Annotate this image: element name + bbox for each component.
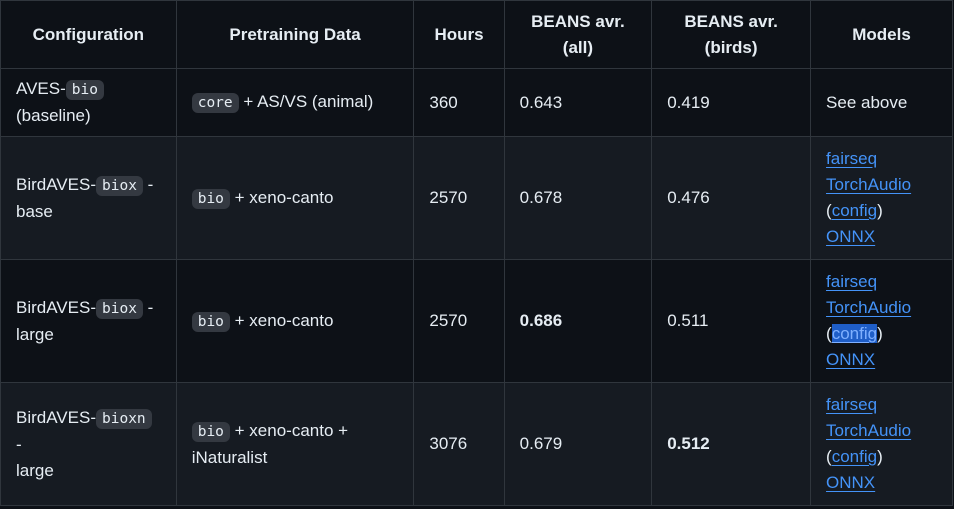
beans-birds-cell: 0.419 xyxy=(651,68,812,137)
config-link[interactable]: config xyxy=(831,201,878,220)
beans-all-cell: 0.686 xyxy=(503,259,653,383)
config-suffix: - xyxy=(16,434,22,454)
hours-cell: 2570 xyxy=(413,136,505,260)
data-code: bio xyxy=(191,421,230,442)
header-beans-birds-text: BEANS avr. (birds) xyxy=(684,11,778,57)
open-paren: ( xyxy=(826,201,832,220)
table-row: AVES-bio (baseline) core + AS/VS (animal… xyxy=(0,68,953,137)
config-code: bio xyxy=(65,80,104,100)
data-cell: core + AS/VS (animal) xyxy=(175,68,415,137)
header-beans-all-text: BEANS avr. (all) xyxy=(531,11,625,57)
config-code: biox xyxy=(96,175,143,196)
config-line2: large xyxy=(16,460,54,480)
hours-cell: 360 xyxy=(413,68,505,137)
header-beans-all: BEANS avr. (all) xyxy=(503,0,653,69)
config-suffix: - xyxy=(147,174,154,194)
models-cell: fairseq TorchAudio (config) ONNX xyxy=(810,136,953,260)
config-code: biox xyxy=(96,298,143,319)
data-cell: bio + xeno-canto xyxy=(175,259,415,383)
open-paren: ( xyxy=(826,447,832,466)
fairseq-link[interactable]: fairseq xyxy=(826,149,878,168)
beans-birds-cell: 0.511 xyxy=(651,259,812,383)
config-cell: AVES-bio (baseline) xyxy=(0,68,177,137)
config-name: BirdAVES- xyxy=(16,407,96,427)
hours-cell: 3076 xyxy=(413,382,505,506)
table-row: BirdAVES-biox - large bio + xeno-canto 2… xyxy=(0,259,953,383)
models-cell: fairseq TorchAudio (config) ONNX xyxy=(810,382,953,506)
fairseq-link[interactable]: fairseq xyxy=(826,395,878,414)
close-paren: ) xyxy=(877,324,883,343)
data-line2: iNaturalist xyxy=(191,447,268,467)
data-cell: bio + xeno-canto xyxy=(175,136,415,260)
config-name: AVES- xyxy=(16,79,66,98)
beans-all-cell: 0.679 xyxy=(503,382,653,506)
torchaudio-link[interactable]: TorchAudio xyxy=(826,298,912,317)
data-cell: bio + xeno-canto + iNaturalist xyxy=(175,382,415,506)
config-link[interactable]: config xyxy=(831,324,878,343)
config-cell: BirdAVES-biox - base xyxy=(0,136,177,260)
config-line2: large xyxy=(16,324,54,344)
open-paren: ( xyxy=(826,324,832,343)
close-paren: ) xyxy=(877,447,883,466)
beans-all-cell: 0.643 xyxy=(503,68,653,137)
data-code: core xyxy=(191,93,239,113)
onnx-link[interactable]: ONNX xyxy=(826,227,876,246)
onnx-link[interactable]: ONNX xyxy=(826,473,876,492)
config-link[interactable]: config xyxy=(831,447,878,466)
table-row: BirdAVES-bioxn - large bio + xeno-canto … xyxy=(0,382,953,506)
config-name: BirdAVES- xyxy=(16,297,96,317)
data-code: bio xyxy=(191,311,230,332)
data-code: bio xyxy=(191,188,230,209)
config-suffix: - xyxy=(147,297,154,317)
header-models: Models xyxy=(810,0,953,69)
torchaudio-link[interactable]: TorchAudio xyxy=(826,421,912,440)
data-text: + xeno-canto xyxy=(234,310,334,330)
config-line2: base xyxy=(16,201,53,221)
config-cell: BirdAVES-bioxn - large xyxy=(0,382,177,506)
data-text: + AS/VS (animal) xyxy=(243,92,374,111)
beans-all-cell: 0.678 xyxy=(503,136,653,260)
data-text: + xeno-canto + xyxy=(234,420,349,440)
config-name: BirdAVES- xyxy=(16,174,96,194)
close-paren: ) xyxy=(877,201,883,220)
header-pretraining-data: Pretraining Data xyxy=(175,0,415,69)
config-code: bioxn xyxy=(96,408,152,429)
beans-birds-cell: 0.512 xyxy=(651,382,812,506)
header-beans-birds: BEANS avr. (birds) xyxy=(651,0,812,69)
onnx-link[interactable]: ONNX xyxy=(826,350,876,369)
models-cell: See above xyxy=(810,68,953,137)
header-row: Configuration Pretraining Data Hours BEA… xyxy=(0,0,953,69)
models-cell: fairseq TorchAudio (config) ONNX xyxy=(810,259,953,383)
config-cell: BirdAVES-biox - large xyxy=(0,259,177,383)
fairseq-link[interactable]: fairseq xyxy=(826,272,878,291)
table-row: BirdAVES-biox - base bio + xeno-canto 25… xyxy=(0,136,953,260)
data-text: + xeno-canto xyxy=(234,187,334,207)
header-configuration: Configuration xyxy=(0,0,177,69)
header-hours: Hours xyxy=(413,0,505,69)
beans-birds-cell: 0.476 xyxy=(651,136,812,260)
hours-cell: 2570 xyxy=(413,259,505,383)
config-line2: (baseline) xyxy=(16,106,91,125)
torchaudio-link[interactable]: TorchAudio xyxy=(826,175,912,194)
